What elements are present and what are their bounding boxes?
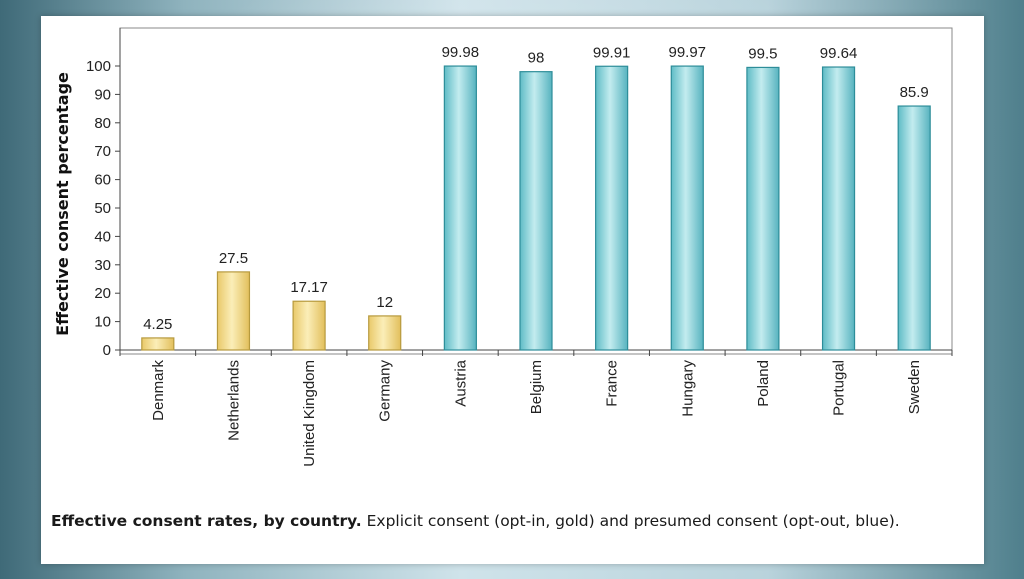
bar-value-label: 17.17	[290, 279, 328, 296]
bar-hungary	[670, 65, 704, 351]
y-tick-label: 0	[103, 342, 111, 359]
bar-value-label: 27.5	[219, 250, 248, 267]
y-tick-label: 40	[94, 228, 111, 245]
bar-value-label: 99.98	[442, 44, 480, 61]
bar-value-label: 12	[376, 294, 393, 311]
x-tick-label: Belgium	[528, 360, 545, 414]
bar-sweden	[897, 105, 931, 351]
figure-caption: Effective consent rates, by country. Exp…	[51, 510, 976, 532]
x-tick-label: Hungary	[679, 360, 696, 417]
bar-value-label: 98	[528, 50, 545, 67]
bar-austria	[443, 65, 477, 351]
bars: 4.25 27.5 17.17 12 99.98 98 99.91 99.97 99.5 99.6…	[141, 44, 931, 351]
bar-value-label: 99.5	[748, 45, 777, 62]
x-tick-label: Netherlands	[225, 360, 242, 441]
bar-value-label: 4.25	[143, 316, 172, 333]
bar-value-label: 99.91	[593, 44, 631, 61]
x-tick-label: United Kingdom	[301, 360, 318, 467]
bar-netherlands	[216, 271, 251, 351]
bar-value-label: 99.97	[668, 44, 706, 61]
y-tick-label: 100	[86, 58, 111, 75]
bar-portugal	[821, 66, 856, 351]
x-tick-label: Austria	[452, 359, 469, 406]
bar-poland	[746, 66, 780, 351]
y-tick-label: 30	[94, 257, 111, 274]
bar-germany	[368, 315, 402, 351]
y-axis-label: Effective consent percentage	[53, 72, 72, 336]
caption-text: Explicit consent (opt-in, gold) and pres…	[361, 512, 900, 530]
y-tick-label: 90	[94, 86, 111, 103]
x-tick-label: Poland	[755, 360, 772, 407]
y-axis: 0 10 20 30 40 50 60 70 80 90 100	[86, 28, 121, 359]
x-axis: Denmark Netherlands United Kingdom Germany A…	[119, 349, 953, 467]
bar-value-label: 99.64	[820, 45, 858, 62]
bar-belgium	[519, 71, 553, 351]
figure-panel: 0 10 20 30 40 50 60 70 80 90 100 Denmark Netherland…	[41, 16, 984, 564]
bar-denmark	[141, 337, 175, 351]
x-tick-label: Sweden	[906, 360, 923, 414]
y-tick-label: 10	[94, 314, 111, 331]
y-tick-label: 70	[94, 143, 111, 160]
bar-value-label: 85.9	[900, 84, 929, 101]
x-tick-label: Denmark	[150, 360, 167, 421]
bar-united-kingdom	[292, 300, 326, 351]
x-tick-label: France	[604, 360, 621, 407]
y-tick-label: 60	[94, 172, 111, 189]
bar-chart: 0 10 20 30 40 50 60 70 80 90 100 Denmark Netherland…	[53, 27, 953, 467]
x-tick-label: Portugal	[831, 360, 848, 416]
x-tick-label: Germany	[377, 360, 394, 422]
caption-title: Effective consent rates, by country.	[51, 512, 362, 530]
bar-france	[595, 65, 629, 351]
y-tick-label: 50	[94, 200, 111, 217]
y-tick-label: 20	[94, 285, 111, 302]
y-tick-label: 80	[94, 115, 111, 132]
